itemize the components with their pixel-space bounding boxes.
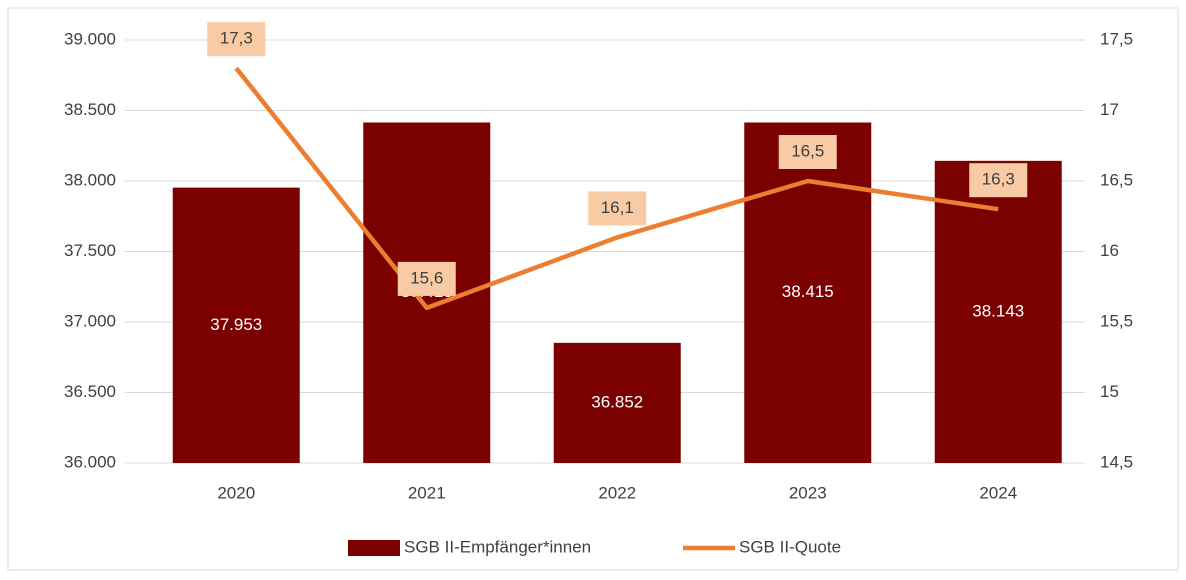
- x-tick-label: 2020: [217, 483, 255, 502]
- y-tick-label: 37.500: [64, 241, 116, 260]
- y-tick-label: 36.000: [64, 452, 116, 471]
- x-tick-label: 2022: [598, 483, 636, 502]
- bar-value-label: 36.852: [591, 392, 643, 411]
- y-tick-label: 38.000: [64, 170, 116, 189]
- line-value-label: 16,1: [601, 198, 634, 217]
- y-tick-label: 37.000: [64, 311, 116, 330]
- y-tick-label: 38.500: [64, 100, 116, 119]
- y2-tick-label: 15: [1100, 382, 1119, 401]
- bar: [934, 160, 1062, 463]
- line-value-label-box: [588, 191, 647, 226]
- legend-label: SGB II-Quote: [739, 537, 841, 556]
- line-value-label: 16,3: [982, 170, 1015, 189]
- y2-tick-label: 15,5: [1100, 311, 1133, 330]
- y-tick-label: 39.000: [64, 29, 116, 48]
- y2-tick-label: 14,5: [1100, 452, 1133, 471]
- legend-swatch: [348, 540, 400, 556]
- line-value-label-box: [207, 22, 266, 57]
- y-tick-label: 36.500: [64, 382, 116, 401]
- y2-tick-label: 16: [1100, 241, 1119, 260]
- line-value-label-box: [969, 163, 1028, 198]
- y2-tick-label: 17,5: [1100, 29, 1133, 48]
- line: [234, 66, 999, 311]
- bar-value-label: 38.143: [972, 301, 1024, 320]
- line-value-label: 17,3: [220, 29, 253, 48]
- bar-value-label: 37.953: [210, 315, 262, 334]
- line-value-label-box: [397, 261, 456, 296]
- x-tick-label: 2024: [979, 483, 1017, 502]
- x-tick-label: 2021: [408, 483, 446, 502]
- y2-tick-label: 16,5: [1100, 170, 1133, 189]
- line-value-label-box: [778, 135, 837, 169]
- bar: [553, 342, 681, 463]
- line-value-label: 16,5: [791, 141, 824, 160]
- bar: [172, 187, 300, 463]
- y2-tick-label: 17: [1100, 100, 1119, 119]
- line-value-label: 15,6: [410, 268, 443, 287]
- x-tick-label: 2023: [789, 483, 827, 502]
- legend-label: SGB II-Empfänger*innen: [404, 537, 591, 556]
- bar-value-label: 38.415: [782, 282, 834, 301]
